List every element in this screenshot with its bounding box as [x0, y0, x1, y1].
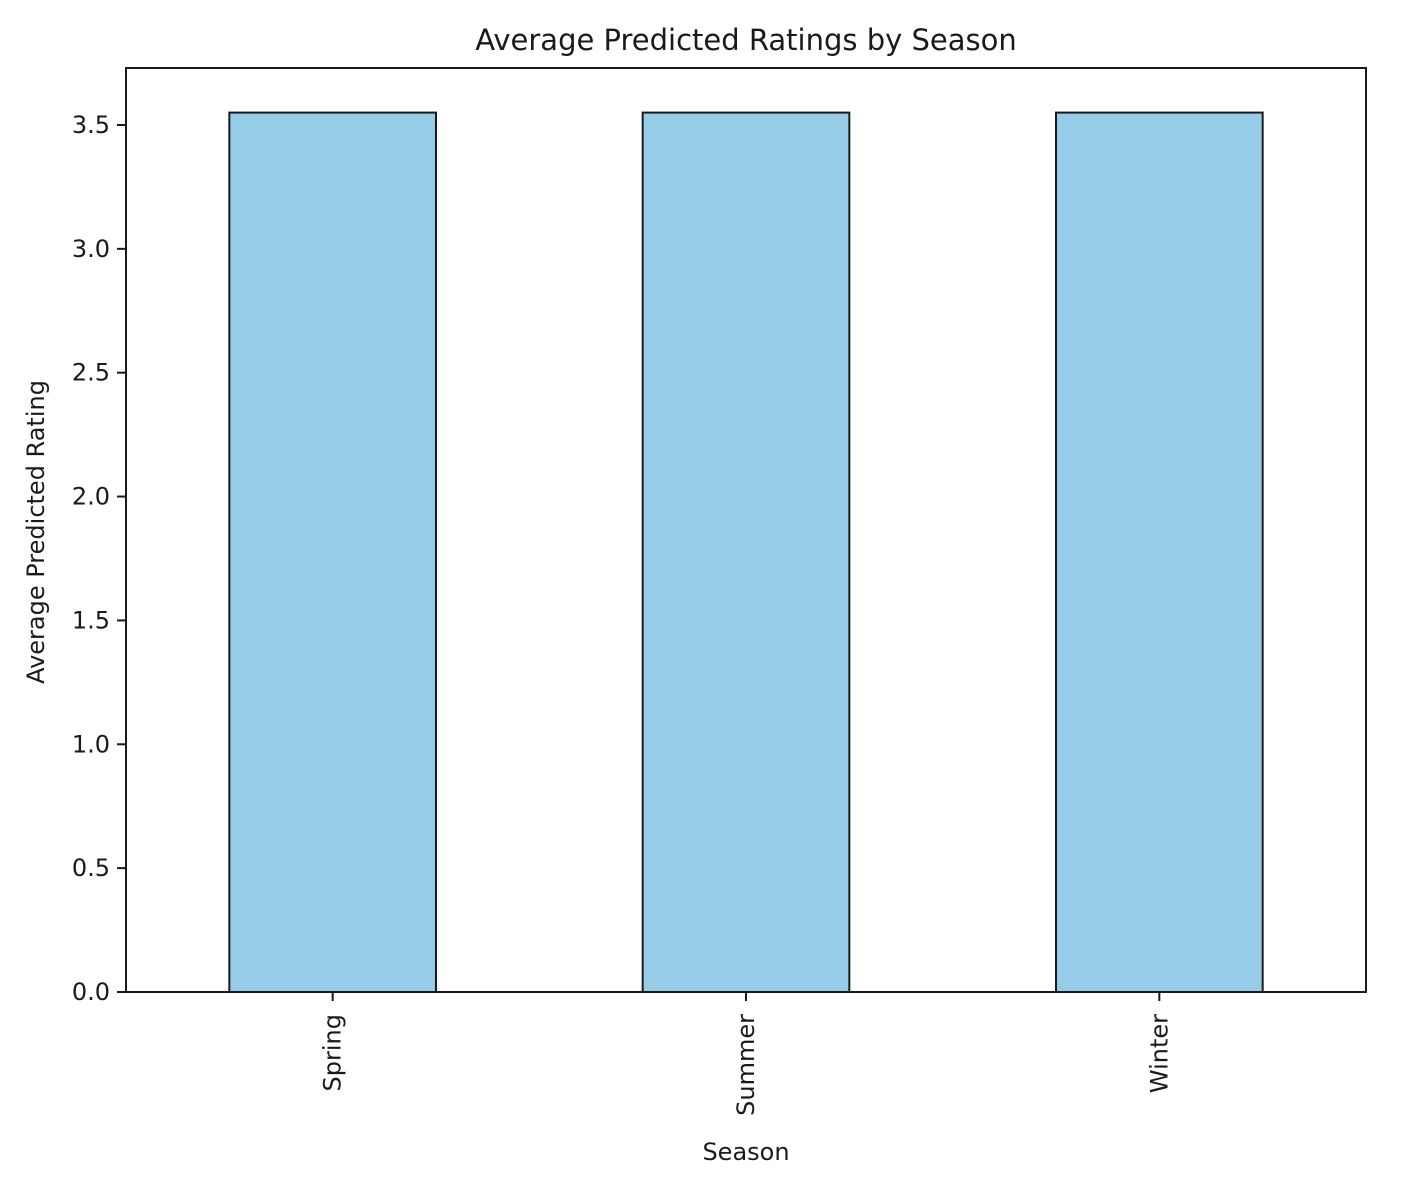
x-tick-label: Summer — [732, 1014, 760, 1116]
chart-title: Average Predicted Ratings by Season — [475, 23, 1017, 57]
bars-layer — [228, 111, 1264, 994]
y-tick-label: 2.0 — [72, 483, 110, 511]
y-tick-label: 3.0 — [72, 235, 110, 263]
y-axis-label: Average Predicted Rating — [22, 380, 50, 684]
y-tick-label: 2.5 — [72, 359, 110, 387]
plot-frame — [125, 67, 1367, 993]
x-axis-label: Season — [702, 1138, 789, 1166]
bar-winter — [1055, 111, 1264, 994]
y-axis: 0.0 0.5 1.0 1.5 2.0 2.5 3.0 3.5 — [72, 111, 126, 1006]
x-tick-label: Winter — [1145, 1014, 1173, 1093]
bar-summer — [641, 111, 851, 994]
bar-spring — [228, 111, 437, 994]
y-tick-label: 1.0 — [72, 730, 110, 758]
x-axis: Spring Summer Winter — [319, 992, 1173, 1116]
x-tick-label: Spring — [319, 1014, 347, 1091]
y-tick-label: 0.5 — [72, 854, 110, 882]
y-tick-label: 1.5 — [72, 606, 110, 634]
y-tick-label: 0.0 — [72, 978, 110, 1006]
y-tick-label: 3.5 — [72, 111, 110, 139]
